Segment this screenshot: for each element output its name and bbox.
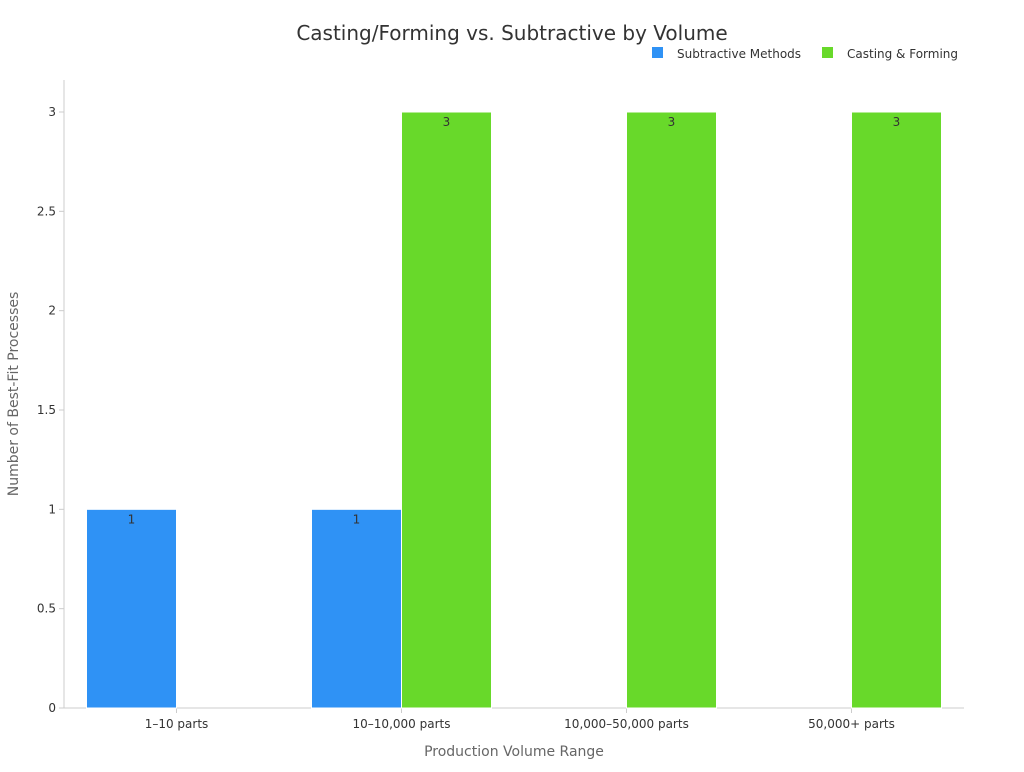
legend-label-casting: Casting & Forming (847, 47, 958, 61)
data-label: 3 (443, 115, 451, 129)
legend-swatch-subtractive (652, 47, 663, 58)
y-tick-label: 1 (48, 502, 56, 516)
chart-title: Casting/Forming vs. Subtractive by Volum… (296, 21, 727, 45)
bar (86, 508, 177, 709)
bars (86, 111, 942, 709)
bar (311, 508, 402, 709)
bar (401, 111, 492, 709)
bar-labels: 1 1 3 3 3 (128, 115, 901, 526)
legend-swatch-casting (822, 47, 833, 58)
x-tick-label: 1–10 parts (145, 717, 209, 731)
data-label: 1 (128, 512, 136, 526)
legend: Subtractive Methods Casting & Forming (652, 47, 958, 61)
bar (851, 111, 942, 709)
x-tick-label: 10,000–50,000 parts (564, 717, 689, 731)
y-tick-label: 2.5 (37, 204, 56, 218)
x-axis-title: Production Volume Range (424, 744, 604, 760)
y-tick-label: 0 (48, 701, 56, 715)
y-axis-ticks: 0 0.5 1 1.5 2 2.5 3 (37, 105, 64, 715)
legend-label-subtractive: Subtractive Methods (677, 47, 801, 61)
x-axis-ticks: 1–10 parts 10–10,000 parts 10,000–50,000 p… (145, 708, 895, 731)
y-tick-label: 3 (48, 105, 56, 119)
y-tick-label: 1.5 (37, 403, 56, 417)
x-tick-label: 50,000+ parts (808, 717, 895, 731)
y-tick-label: 2 (48, 304, 56, 318)
data-label: 3 (668, 115, 676, 129)
bar (626, 111, 717, 709)
x-tick-label: 10–10,000 parts (353, 717, 451, 731)
data-label: 1 (353, 512, 361, 526)
data-label: 3 (893, 115, 901, 129)
y-axis-title: Number of Best-Fit Processes (6, 292, 22, 497)
y-tick-label: 0.5 (37, 602, 56, 616)
